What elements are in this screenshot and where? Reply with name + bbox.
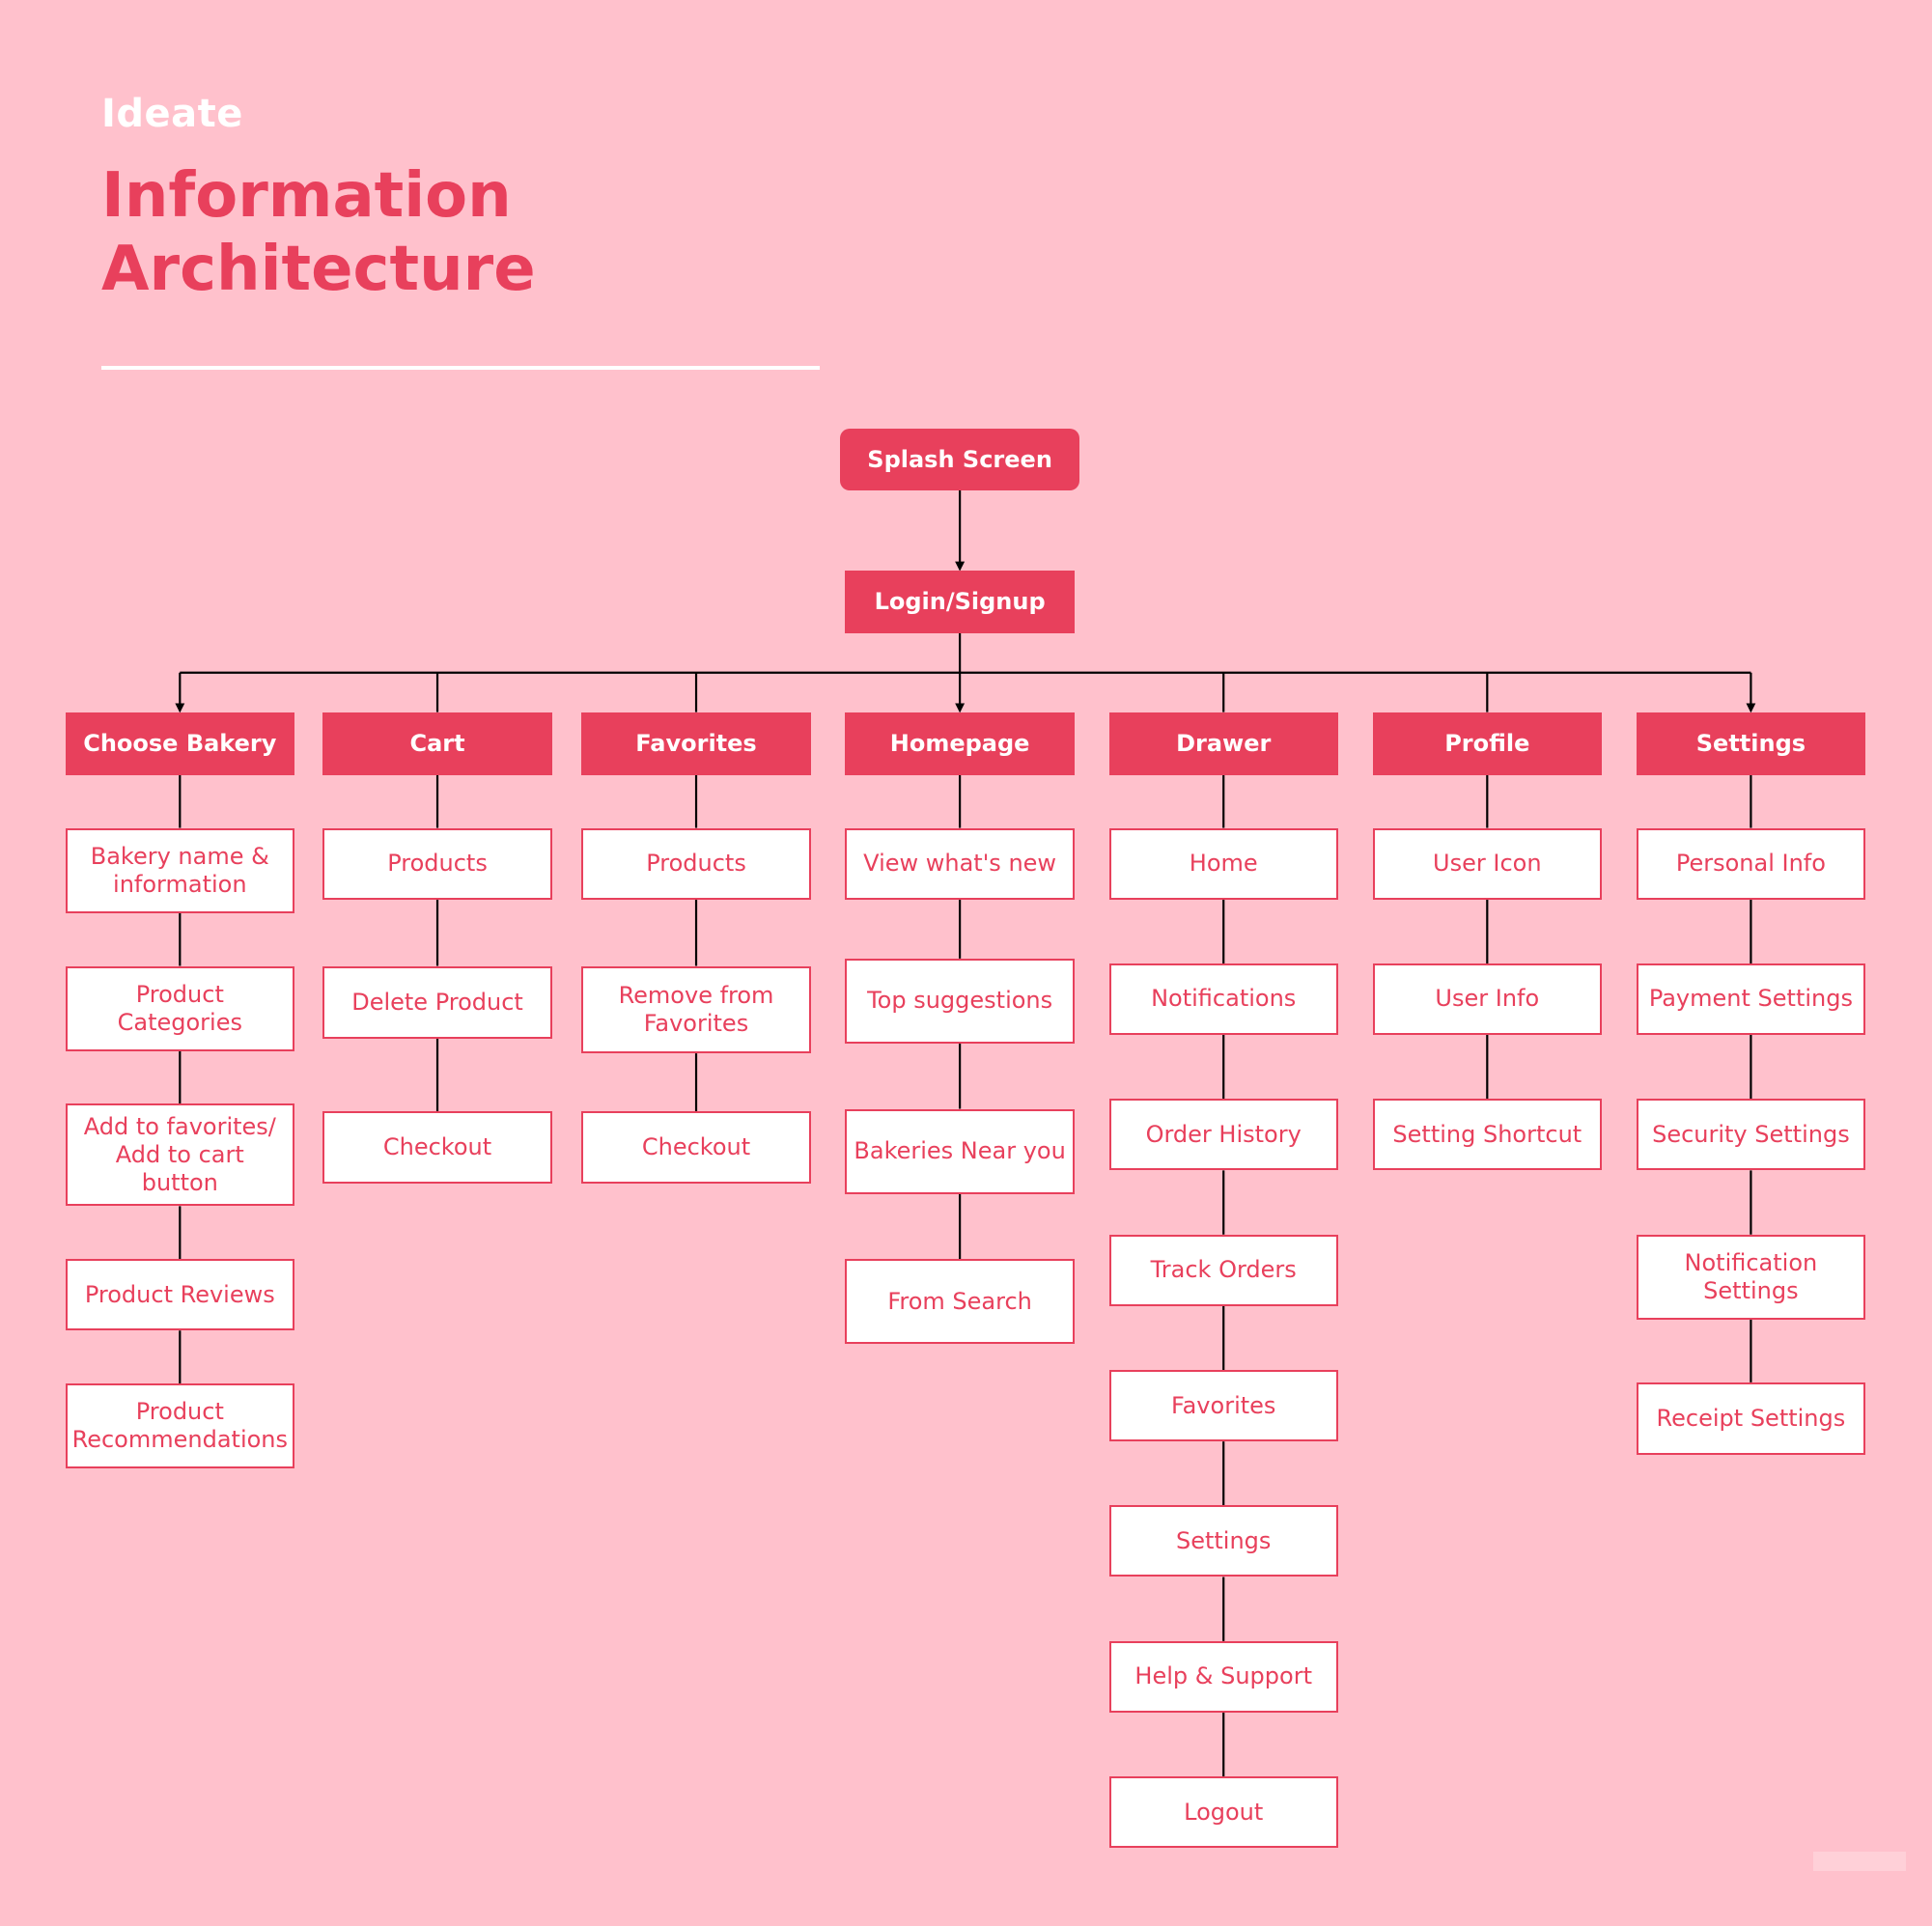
page-title-line-1: Information	[101, 160, 512, 232]
section-homepage: Homepage	[845, 712, 1075, 775]
drawer-item-home: Home	[1108, 827, 1338, 900]
title-divider	[101, 366, 820, 370]
cart-item-checkout: Checkout	[322, 1111, 552, 1185]
watermark	[1813, 1852, 1906, 1871]
splash-screen-node: Splash Screen	[840, 429, 1079, 490]
drawer-item-settings: Settings	[1108, 1505, 1338, 1577]
section-favorites: Favorites	[581, 712, 811, 775]
homepage-item-bakeries-near-you: Bakeries Near you	[845, 1108, 1075, 1194]
homepage-item-view-what-s-new: View what's new	[845, 827, 1075, 900]
drawer-item-track-orders: Track Orders	[1108, 1234, 1338, 1306]
settings-item-notification-settings: Notification Settings	[1636, 1234, 1866, 1320]
section-choose-bakery: Choose Bakery	[65, 712, 294, 775]
settings-item-security-settings: Security Settings	[1636, 1099, 1866, 1171]
favorites-item-remove-from-favorites: Remove from Favorites	[581, 965, 811, 1054]
choose-bakery-item-product-reviews: Product Reviews	[65, 1259, 294, 1331]
drawer-item-order-history: Order History	[1108, 1099, 1338, 1171]
settings-item-payment-settings: Payment Settings	[1636, 963, 1866, 1035]
page-title-line-2: Architecture	[101, 234, 536, 305]
profile-item-user-icon: User Icon	[1372, 827, 1602, 900]
section-drawer: Drawer	[1108, 712, 1338, 775]
drawer-item-notifications: Notifications	[1108, 963, 1338, 1035]
profile-item-user-info: User Info	[1372, 963, 1602, 1035]
drawer-item-help-support: Help & Support	[1108, 1640, 1338, 1713]
profile-item-setting-shortcut: Setting Shortcut	[1372, 1099, 1602, 1171]
section-settings: Settings	[1636, 712, 1866, 775]
cart-item-products: Products	[322, 827, 552, 900]
section-profile: Profile	[1372, 712, 1602, 775]
section-cart: Cart	[322, 712, 552, 775]
cart-item-delete-product: Delete Product	[322, 965, 552, 1039]
favorites-item-checkout: Checkout	[581, 1111, 811, 1185]
choose-bakery-item-product-recommendations: Product Recommendations	[65, 1383, 294, 1469]
settings-item-receipt-settings: Receipt Settings	[1636, 1382, 1866, 1456]
choose-bakery-item-add-to-favorites-add-to-cart-button: Add to favorites/ Add to cart button	[65, 1103, 294, 1207]
homepage-item-from-search: From Search	[845, 1259, 1075, 1345]
login-signup-node: Login/Signup	[845, 570, 1075, 633]
homepage-item-top-suggestions: Top suggestions	[845, 958, 1075, 1044]
favorites-item-products: Products	[581, 827, 811, 900]
settings-item-personal-info: Personal Info	[1636, 827, 1866, 900]
drawer-item-favorites: Favorites	[1108, 1370, 1338, 1442]
page-title: Information Architecture	[101, 159, 536, 306]
choose-bakery-item-bakery-name-information: Bakery name & information	[65, 827, 294, 913]
eyebrow-label: Ideate	[101, 92, 243, 136]
drawer-item-logout: Logout	[1108, 1776, 1338, 1849]
choose-bakery-item-product-categories: Product Categories	[65, 965, 294, 1051]
